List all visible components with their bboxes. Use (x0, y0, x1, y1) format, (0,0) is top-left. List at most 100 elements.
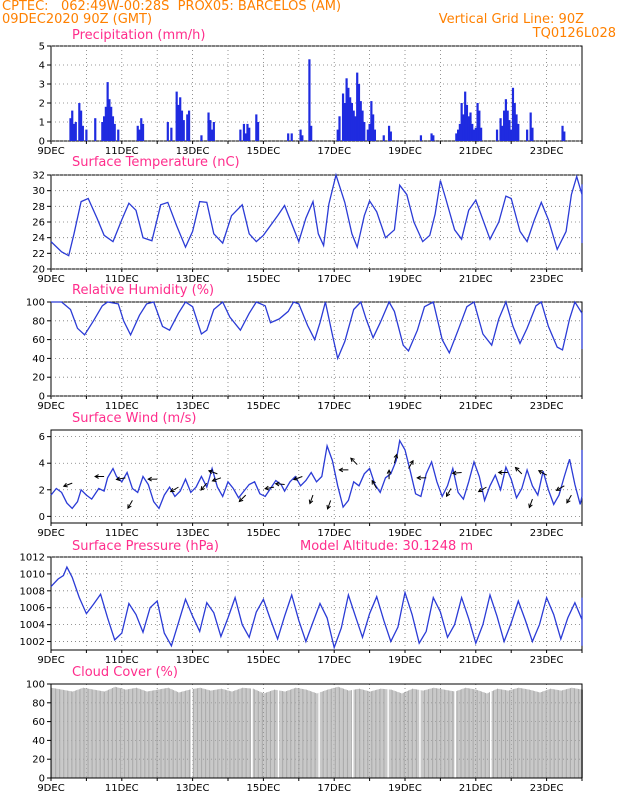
altitude-label: Model Altitude: 30.1248 m (300, 539, 474, 554)
cloud-bar (361, 689, 363, 778)
rh-xtick-label: 23DEC (530, 401, 564, 412)
precip-bar (110, 106, 113, 141)
wind-arrows (62, 453, 572, 510)
cloud-bar (576, 688, 578, 778)
wind-arrow-head (477, 487, 483, 493)
wind-arrow (116, 477, 126, 480)
cloud-bar (412, 688, 414, 778)
cloud-bar (514, 688, 516, 778)
pressure-ytick-label: 1006 (20, 603, 45, 614)
cloud-bar (86, 688, 88, 778)
cloud-bar (539, 692, 541, 778)
cloud-bar (183, 691, 185, 778)
cloud-bar (384, 689, 386, 778)
wind-arrow-head (350, 457, 355, 463)
cloud-bar (204, 689, 206, 778)
wind-arrow (408, 460, 414, 469)
temp-xtick-label: 15DEC (247, 274, 281, 285)
cloud-bar (356, 689, 358, 778)
precip-bar (563, 131, 566, 141)
precip-bar (510, 129, 513, 141)
cloud-bar (227, 690, 229, 778)
cloud-bar (421, 690, 423, 778)
wind-arrow (371, 480, 378, 489)
cloud-bar (275, 689, 277, 778)
cloud-bar (362, 689, 364, 778)
precip-bar (460, 103, 463, 141)
cloud-bar (234, 690, 236, 778)
cloud-bar (351, 690, 352, 778)
cloud-bar (235, 690, 237, 778)
cloud-gap (419, 686, 421, 778)
cloud-gap (190, 686, 193, 778)
precip-bar (458, 123, 461, 141)
cloud-bar (284, 691, 286, 778)
cloud-bar (307, 690, 309, 778)
cloud-bar (512, 689, 514, 778)
rh-xtick-label: 21DEC (459, 401, 493, 412)
precip-bar (511, 87, 515, 141)
rh-xtick-label: 11DEC (105, 401, 139, 412)
wind-arrow-head (338, 467, 344, 473)
precip-xtick-label: 9DEC (37, 146, 64, 157)
pressure-xtick-label: 15DEC (247, 655, 281, 666)
cloud-bar (52, 687, 54, 778)
precip-xtick-label: 19DEC (388, 146, 422, 157)
cloud-bar (506, 690, 508, 778)
cloud-bar (220, 688, 222, 778)
precip-bar (138, 129, 141, 141)
cloud-bar (491, 691, 493, 778)
cloud-bar (90, 689, 92, 778)
wind-arrow-head (528, 503, 533, 509)
cloud-bar (92, 689, 94, 778)
precip-bar (239, 129, 242, 141)
pressure-ytick-label: 1008 (20, 586, 45, 597)
cloud-bar (405, 691, 407, 778)
cloud-bar (139, 689, 141, 778)
pressure-xtick-label: 11DEC (105, 655, 139, 666)
cloud-bar (543, 691, 545, 778)
cloud-bar (124, 689, 125, 778)
cloud-bar (329, 688, 331, 778)
cloud-bar (572, 687, 574, 778)
wind-ytick-label: 4 (39, 459, 45, 470)
cloud-bar (112, 687, 114, 778)
precip-bar (338, 116, 341, 141)
precip-bar (108, 99, 111, 141)
precip-bar (478, 110, 481, 141)
cloud-bar (159, 689, 161, 778)
cloud-bar (101, 691, 103, 778)
precip-bar (255, 114, 258, 141)
cloud-bar (370, 691, 372, 778)
cloud-bar (574, 688, 575, 778)
cloud-bar (104, 691, 106, 778)
wind-arrow (515, 467, 523, 475)
cloud-bar (169, 688, 171, 778)
cloud-bar (494, 689, 496, 778)
precip-ytick-label: 4 (39, 61, 45, 72)
cloud-bar (394, 691, 396, 778)
precip-bar (476, 103, 479, 141)
cloud-bar (223, 689, 225, 778)
cloud-bar (131, 688, 133, 778)
wind-xtick-label: 13DEC (176, 528, 210, 539)
wind-arrow (327, 500, 332, 510)
cloud-bar (158, 689, 160, 778)
cloud-gap (277, 686, 280, 778)
cloud-bar (208, 690, 210, 778)
cloud-bar (80, 688, 82, 778)
cloud-bar (96, 690, 98, 778)
precip-bar (508, 120, 511, 141)
cloud-bar (113, 687, 115, 778)
precip-bar (106, 82, 109, 141)
cloud-gap (318, 686, 320, 778)
cloud-bar (198, 687, 200, 778)
cloud-bar (442, 689, 444, 778)
cloud-bar (579, 689, 581, 778)
cloud-bar (417, 689, 419, 778)
cloud-bar (344, 689, 346, 778)
precip-bar (359, 101, 362, 141)
cloud-bar (400, 692, 402, 778)
precip-bar (499, 118, 502, 141)
